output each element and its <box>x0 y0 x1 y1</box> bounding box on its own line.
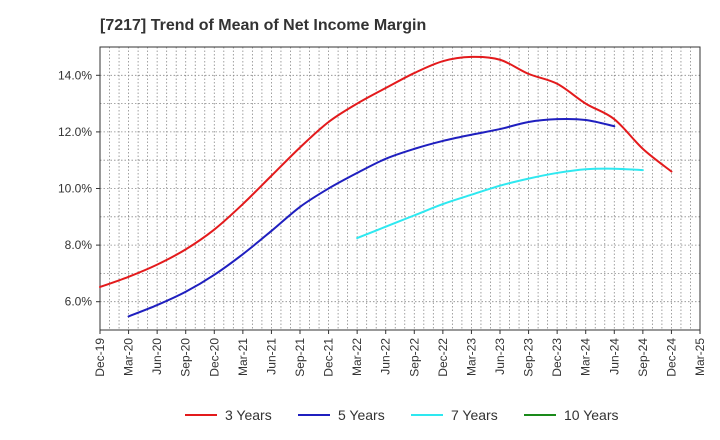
x-tick-label: Dec-22 <box>436 338 450 377</box>
x-tick-label: Sep-24 <box>636 338 650 377</box>
legend: 3 Years 5 Years 7 Years 10 Years <box>185 407 619 423</box>
x-tick-label: Sep-20 <box>179 338 193 377</box>
x-tick-label: Dec-24 <box>664 338 678 377</box>
y-axis-ticks: 6.0% 8.0% 10.0% 12.0% 14.0% <box>58 68 100 309</box>
x-tick-label: Jun-23 <box>493 338 507 375</box>
x-tick-label: Mar-20 <box>122 338 136 376</box>
x-tick-label: Mar-24 <box>579 338 593 376</box>
x-tick-label: Dec-19 <box>93 338 107 377</box>
series-line-7-years <box>356 167 644 240</box>
legend-label-5-years: 5 Years <box>338 407 385 423</box>
x-tick-label: Mar-25 <box>693 338 707 376</box>
chart-title: [7217] Trend of Mean of Net Income Margi… <box>100 17 426 34</box>
x-tick-label: Jun-20 <box>150 338 164 375</box>
x-tick-label: Mar-23 <box>464 338 478 376</box>
x-tick-label: Jun-21 <box>264 338 278 375</box>
legend-label-10-years: 10 Years <box>564 407 619 423</box>
x-tick-label: Dec-23 <box>550 338 564 377</box>
y-tick-label: 8.0% <box>65 238 93 252</box>
x-tick-label: Mar-22 <box>350 338 364 376</box>
x-tick-label: Dec-21 <box>322 338 336 377</box>
x-tick-label: Jun-22 <box>379 338 393 375</box>
y-tick-label: 12.0% <box>58 125 92 139</box>
x-tick-label: Sep-23 <box>522 338 536 377</box>
y-tick-label: 6.0% <box>65 295 93 309</box>
x-tick-label: Sep-22 <box>407 338 421 377</box>
y-tick-label: 14.0% <box>58 68 92 82</box>
legend-label-7-years: 7 Years <box>451 407 498 423</box>
x-tick-label: Dec-20 <box>207 338 221 377</box>
series-lines <box>99 55 673 318</box>
grid <box>100 47 700 330</box>
series-line-3-years <box>99 55 673 288</box>
y-tick-label: 10.0% <box>58 182 92 196</box>
x-tick-label: Mar-21 <box>236 338 250 376</box>
series-line-5-years <box>127 117 616 318</box>
plot-frame <box>99 46 701 331</box>
x-tick-label: Jun-24 <box>607 338 621 375</box>
legend-label-3-years: 3 Years <box>225 407 272 423</box>
x-tick-label: Sep-21 <box>293 338 307 377</box>
x-axis-ticks: Dec-19 Mar-20 Jun-20 Sep-20 Dec-20 Mar-21 Jun-… <box>93 330 707 377</box>
